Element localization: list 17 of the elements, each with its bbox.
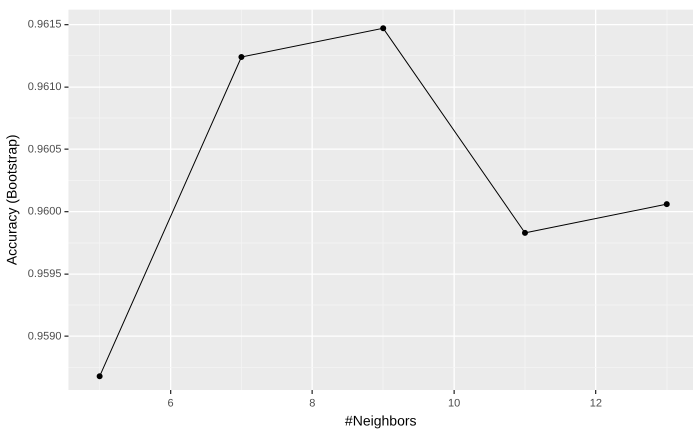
x-tick-label: 6: [167, 398, 174, 410]
y-tick-label: 0.9595: [28, 268, 62, 280]
y-tick-label: 0.9605: [28, 143, 62, 156]
point: [380, 25, 386, 32]
point: [238, 54, 244, 60]
x-axis-title: #Neighbors: [344, 412, 417, 428]
y-tick-label: 0.9590: [28, 330, 62, 342]
point: [664, 201, 670, 208]
y-axis-title: Accuracy (Bootstrap): [3, 134, 20, 266]
y-tick-label: 0.9610: [28, 80, 62, 93]
x-tick-label: 10: [448, 398, 460, 410]
x-tick-label: 12: [590, 398, 602, 410]
y-tick-label: 0.9600: [28, 206, 62, 218]
y-tick-label: 0.9615: [28, 18, 62, 31]
point: [522, 230, 528, 236]
point: [96, 373, 103, 380]
x-tick-label: 8: [309, 398, 316, 410]
